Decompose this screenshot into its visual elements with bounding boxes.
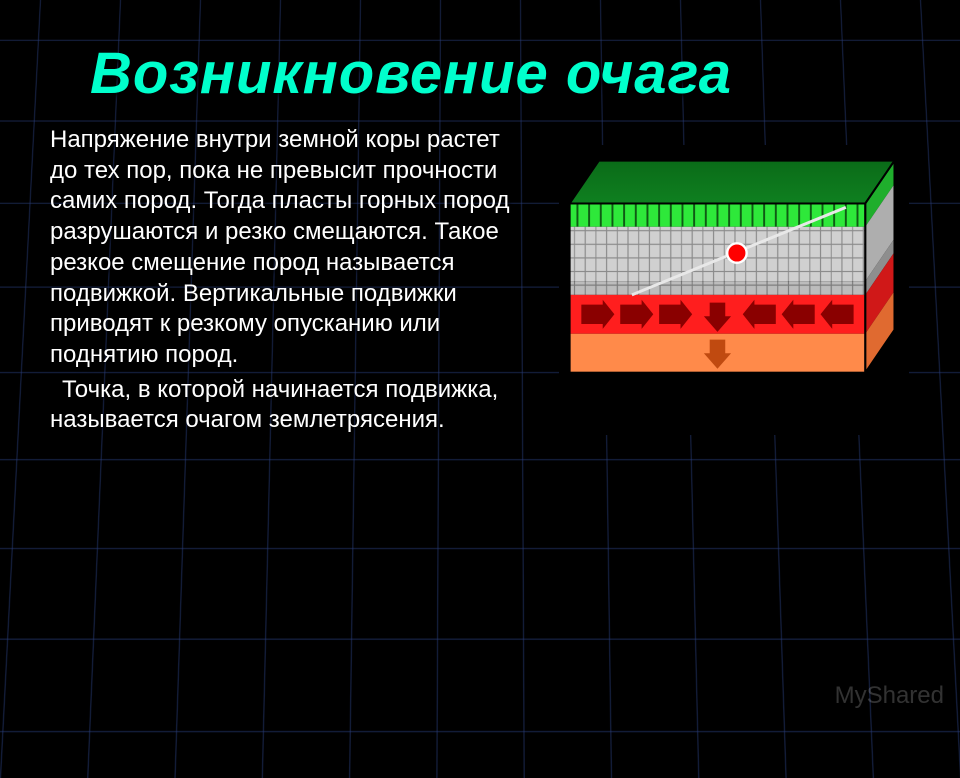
watermark: MyShared — [835, 682, 944, 710]
focus-dot — [727, 243, 746, 262]
layer-rock-light — [570, 227, 866, 281]
layer-rock-mid — [570, 281, 866, 295]
paragraph-2: Точка, в которой начинается подвижка, на… — [50, 375, 530, 436]
earthquake-diagram — [559, 145, 909, 435]
body-text: Напряжение внутри земной коры растет до … — [50, 125, 530, 440]
layer-grass-top — [570, 161, 895, 204]
paragraph-1: Напряжение внутри земной коры растет до … — [50, 125, 530, 371]
page-title: Возникновение очага — [90, 40, 920, 107]
